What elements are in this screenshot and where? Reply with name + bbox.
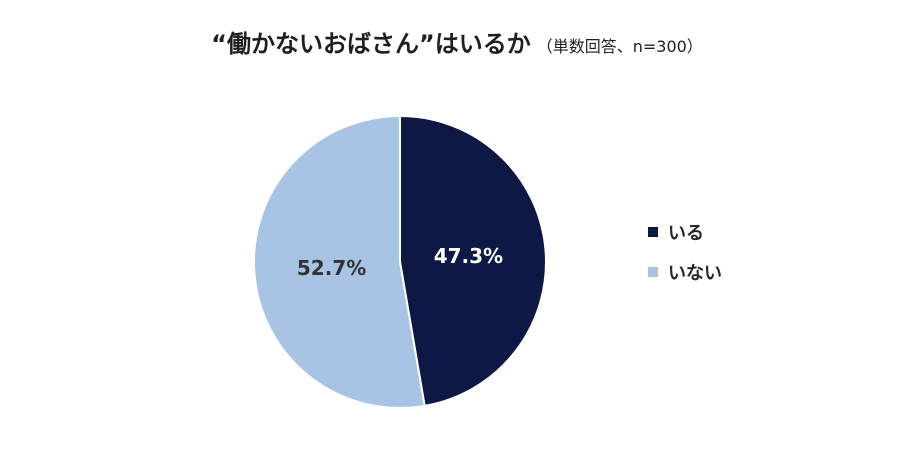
chart-title-main: “働かないおばさん”はいるか [211,30,531,58]
slice-label-iru: 47.3% [434,244,503,268]
legend-item-inai: いない [648,258,722,285]
pie-slice-iru [399,114,547,408]
chart-title-sub: （単数回答、n=300） [536,37,703,56]
pie-slice-inai [252,114,426,409]
slice-label-inai: 52.7% [297,256,366,280]
legend: いる いない [648,218,722,298]
legend-swatch-iru [648,226,658,237]
legend-swatch-inai [648,266,658,277]
legend-item-iru: いる [648,218,722,245]
legend-label-inai: いない [668,262,722,284]
legend-label-iru: いる [668,222,704,244]
chart-title: “働かないおばさん”はいるか （単数回答、n=300） [0,24,914,59]
